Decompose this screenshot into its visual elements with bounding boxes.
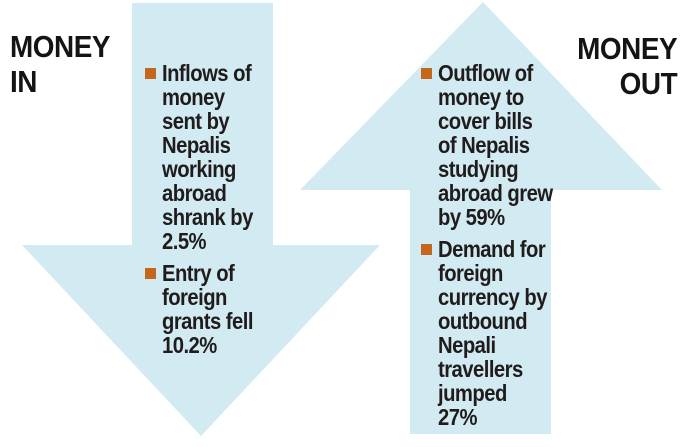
- money-out-up-arrow-icon: [300, 2, 662, 434]
- bullet-square-icon: [421, 68, 432, 79]
- list-item: Outflow of money to cover bills of Nepal…: [421, 61, 571, 229]
- money-in-item-text: Inflows of money sent by Nepalis working…: [162, 60, 253, 254]
- money-out-title: MONEY OUT: [576, 31, 678, 101]
- money-out-item-text: Demand for foreign currency by outbound …: [438, 236, 547, 430]
- bullet-square-icon: [145, 68, 156, 79]
- money-in-item-text: Entry of foreign grants fell 10.2%: [162, 260, 253, 358]
- money-in-title: MONEY IN: [10, 29, 111, 99]
- money-in-list: Inflows of money sent by Nepalis working…: [145, 61, 295, 365]
- bullet-square-icon: [421, 244, 432, 255]
- list-item: Entry of foreign grants fell 10.2%: [145, 261, 295, 357]
- money-in-down-arrow-icon: [22, 3, 380, 436]
- money-out-item-text: Outflow of money to cover bills of Nepal…: [438, 60, 553, 230]
- list-item: Inflows of money sent by Nepalis working…: [145, 61, 295, 253]
- bullet-square-icon: [145, 268, 156, 279]
- money-out-list: Outflow of money to cover bills of Nepal…: [421, 61, 571, 437]
- list-item: Demand for foreign currency by outbound …: [421, 237, 571, 429]
